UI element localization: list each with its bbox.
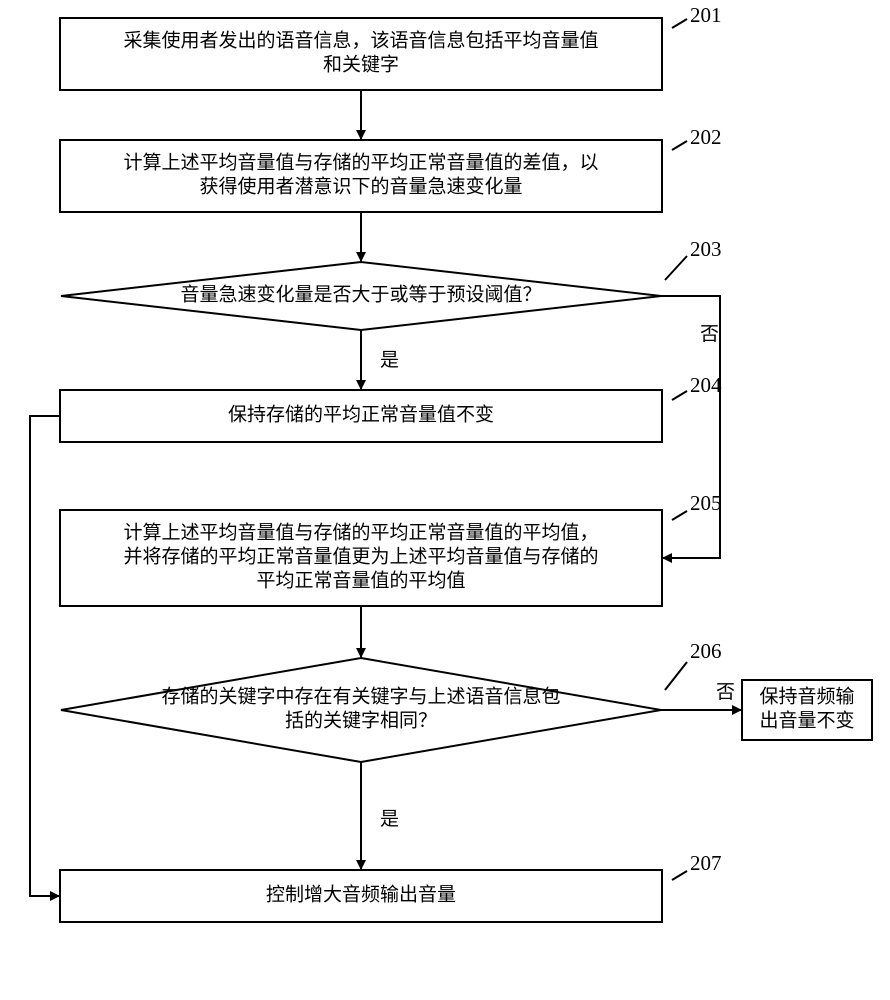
flow-node-n205: 计算上述平均音量值与存储的平均正常音量值的平均值，并将存储的平均正常音量值更为上… bbox=[60, 510, 662, 606]
step-number-206: 206 bbox=[690, 639, 722, 663]
flow-node-n203: 音量急速变化量是否大于或等于预设阈值？ bbox=[61, 262, 661, 330]
node-text: 控制增大音频输出音量 bbox=[266, 883, 456, 905]
node-text: 出音量不变 bbox=[759, 709, 854, 731]
flow-node-nKeep: 保持音频输出音量不变 bbox=[742, 680, 872, 740]
edge-label: 是 bbox=[380, 350, 399, 371]
node-text: 括的关键字相同？ bbox=[285, 709, 437, 731]
node-text: 存储的关键字中存在有关键字与上述语音信息包 bbox=[161, 685, 560, 707]
node-text: 保持音频输 bbox=[759, 685, 854, 707]
step-number-207: 207 bbox=[690, 851, 722, 875]
node-text: 计算上述平均音量值与存储的平均正常音量值的差值，以 bbox=[123, 151, 598, 173]
node-text: 平均正常音量值的平均值 bbox=[256, 569, 465, 591]
edge-label: 是 bbox=[380, 809, 399, 830]
step-number-203: 203 bbox=[690, 237, 722, 261]
flow-node-n207: 控制增大音频输出音量 bbox=[60, 870, 662, 922]
step-number-205: 205 bbox=[690, 491, 722, 515]
step-number-201: 201 bbox=[690, 3, 722, 27]
flow-edge bbox=[30, 416, 60, 896]
node-text: 和关键字 bbox=[323, 53, 399, 75]
node-text: 计算上述平均音量值与存储的平均正常音量值的平均值， bbox=[123, 521, 598, 543]
step-number-204: 204 bbox=[690, 373, 722, 397]
node-text: 音量急速变化量是否大于或等于预设阈值？ bbox=[180, 283, 541, 305]
edge-label: 否 bbox=[700, 324, 719, 345]
flow-node-n204: 保持存储的平均正常音量值不变 bbox=[60, 390, 662, 442]
node-text: 保持存储的平均正常音量值不变 bbox=[228, 403, 494, 425]
step-number-202: 202 bbox=[690, 125, 722, 149]
flow-node-n206: 存储的关键字中存在有关键字与上述语音信息包括的关键字相同？ bbox=[61, 658, 661, 762]
node-text: 并将存储的平均正常音量值更为上述平均音量值与存储的 bbox=[123, 545, 598, 567]
node-text: 获得使用者潜意识下的音量急速变化量 bbox=[199, 175, 522, 197]
node-text: 采集使用者发出的语音信息，该语音信息包括平均音量值 bbox=[123, 29, 598, 51]
edge-label: 否 bbox=[716, 682, 735, 703]
flow-node-n202: 计算上述平均音量值与存储的平均正常音量值的差值，以获得使用者潜意识下的音量急速变… bbox=[60, 140, 662, 212]
flow-node-n201: 采集使用者发出的语音信息，该语音信息包括平均音量值和关键字 bbox=[60, 18, 662, 90]
